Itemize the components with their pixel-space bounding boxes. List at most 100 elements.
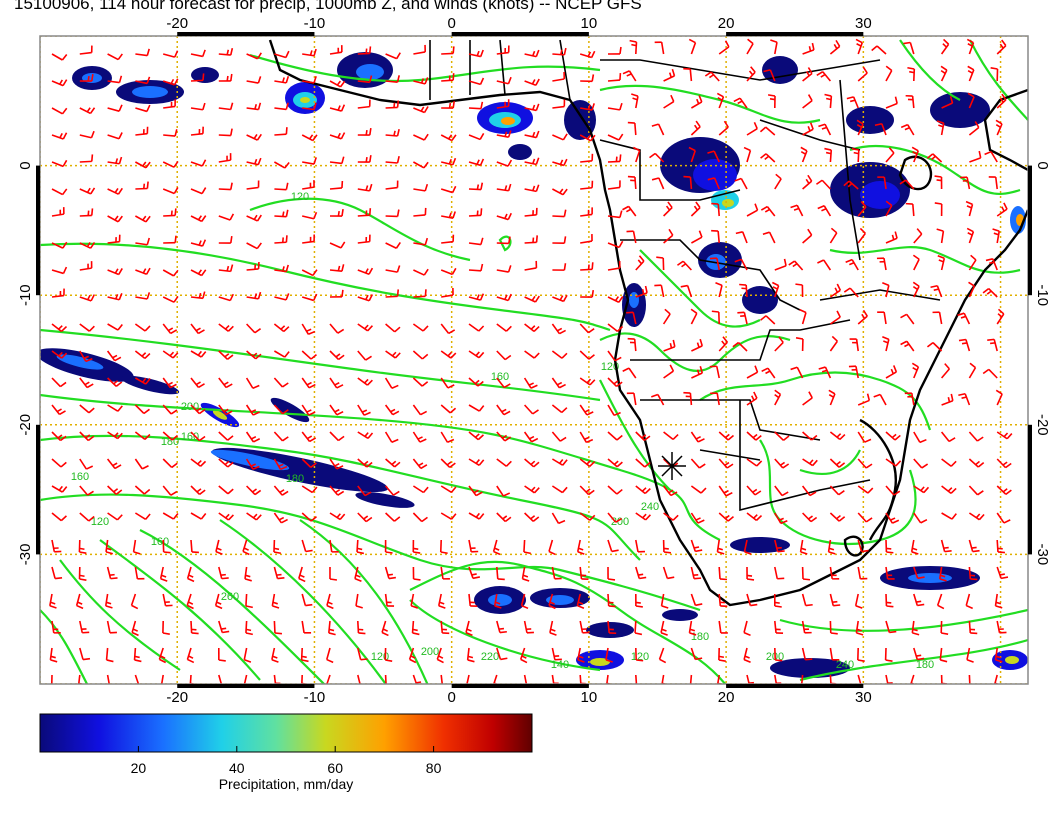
wind-barb <box>468 101 484 110</box>
wind-barb <box>607 377 623 388</box>
wind-barb <box>218 620 230 634</box>
wind-barb <box>885 200 893 217</box>
wind-barb <box>576 593 585 609</box>
wind-barb <box>468 539 479 553</box>
wind-barb <box>301 269 318 277</box>
wind-barb <box>885 96 898 109</box>
wind-barb <box>190 159 207 167</box>
wind-barb <box>246 485 262 496</box>
wind-barb <box>135 181 149 190</box>
wind-barb <box>384 647 393 662</box>
colorbar <box>39 713 533 753</box>
contour-label: 160 <box>181 431 199 443</box>
wind-barb <box>746 391 758 406</box>
wind-barb <box>357 128 372 136</box>
wind-barb <box>302 48 317 57</box>
wind-barb <box>218 323 234 332</box>
wind-barb <box>357 647 368 661</box>
wind-barb <box>987 338 998 352</box>
wind-barb <box>579 512 596 521</box>
wind-barb <box>135 76 151 85</box>
wind-barb <box>468 458 485 466</box>
wind-barb <box>441 73 455 82</box>
wind-barb <box>663 364 675 379</box>
wind-barb <box>552 209 567 218</box>
wind-barb <box>801 620 812 634</box>
wind-barb <box>357 99 371 109</box>
wind-barb <box>710 392 720 406</box>
wind-barb <box>273 539 281 555</box>
wind-barb <box>246 52 262 60</box>
wind-barb <box>384 377 399 389</box>
wind-barb <box>635 674 638 684</box>
wind-barb <box>774 173 782 190</box>
wind-barb <box>552 72 566 82</box>
wind-barb <box>524 350 540 359</box>
wind-barb <box>968 362 977 379</box>
wind-barb <box>718 485 733 497</box>
wind-barb <box>162 78 179 86</box>
wind-barb <box>996 485 1012 495</box>
wind-barb <box>746 66 756 82</box>
wind-barb <box>957 312 971 325</box>
wind-barb <box>829 310 841 325</box>
wind-barb <box>524 323 540 333</box>
wind-barb <box>245 620 253 636</box>
wind-barb <box>938 566 947 582</box>
wind-barb <box>273 566 285 580</box>
wind-barb <box>300 647 309 663</box>
wind-barb <box>635 285 648 298</box>
wind-barb <box>492 539 501 556</box>
wind-barb <box>912 254 920 271</box>
wind-barb <box>885 674 893 684</box>
contour-label: 120 <box>371 651 389 663</box>
wind-barb <box>134 431 151 441</box>
wind-barb <box>524 458 540 468</box>
wind-barb <box>910 539 919 555</box>
wind-barb <box>273 377 289 388</box>
wind-barb <box>709 365 720 379</box>
wind-barb <box>707 177 720 190</box>
wind-barb <box>958 338 971 352</box>
wind-barb <box>802 174 813 190</box>
wind-barb <box>770 39 778 55</box>
wind-barb <box>802 391 813 406</box>
wind-barb <box>829 431 846 441</box>
wind-barb <box>245 404 260 416</box>
wind-barb <box>412 485 429 494</box>
wind-barb <box>936 593 945 610</box>
wind-barb <box>135 104 151 113</box>
contour-label: 160 <box>491 371 509 383</box>
wind-barb <box>412 404 428 416</box>
wind-barb <box>385 265 401 273</box>
wind-barb <box>733 97 748 109</box>
wind-barb <box>996 308 1005 325</box>
wind-barb <box>163 99 176 109</box>
lat-tick-left: -20 <box>17 414 34 436</box>
wind-barb <box>493 593 502 609</box>
wind-barb <box>843 287 859 298</box>
axis-frame <box>36 32 1032 688</box>
wind-barb <box>413 207 427 217</box>
wind-barb <box>885 539 894 554</box>
wind-barb <box>496 236 511 245</box>
wind-barb <box>274 209 289 218</box>
wind-barb <box>996 512 1011 524</box>
wind-barb <box>468 323 485 332</box>
wind-barb <box>882 335 890 352</box>
wind-barb <box>273 404 289 415</box>
wind-barb <box>496 458 512 467</box>
wind-barb <box>135 48 150 57</box>
wind-barb <box>885 365 898 379</box>
wind-barb <box>718 647 726 662</box>
wind-barb <box>552 294 568 303</box>
wind-barb <box>218 647 226 662</box>
contour-label: 260 <box>221 591 239 603</box>
wind-barb <box>746 566 755 581</box>
contour-label: 220 <box>481 651 499 663</box>
wind-barb <box>134 350 151 360</box>
wind-barb <box>329 132 346 140</box>
wind-barb <box>329 180 344 190</box>
wind-barb <box>274 264 289 273</box>
wind-barb <box>523 431 539 443</box>
